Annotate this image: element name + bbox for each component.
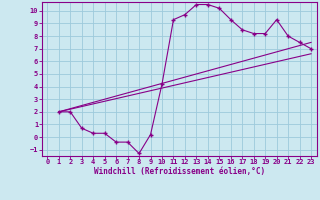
X-axis label: Windchill (Refroidissement éolien,°C): Windchill (Refroidissement éolien,°C) — [94, 167, 265, 176]
